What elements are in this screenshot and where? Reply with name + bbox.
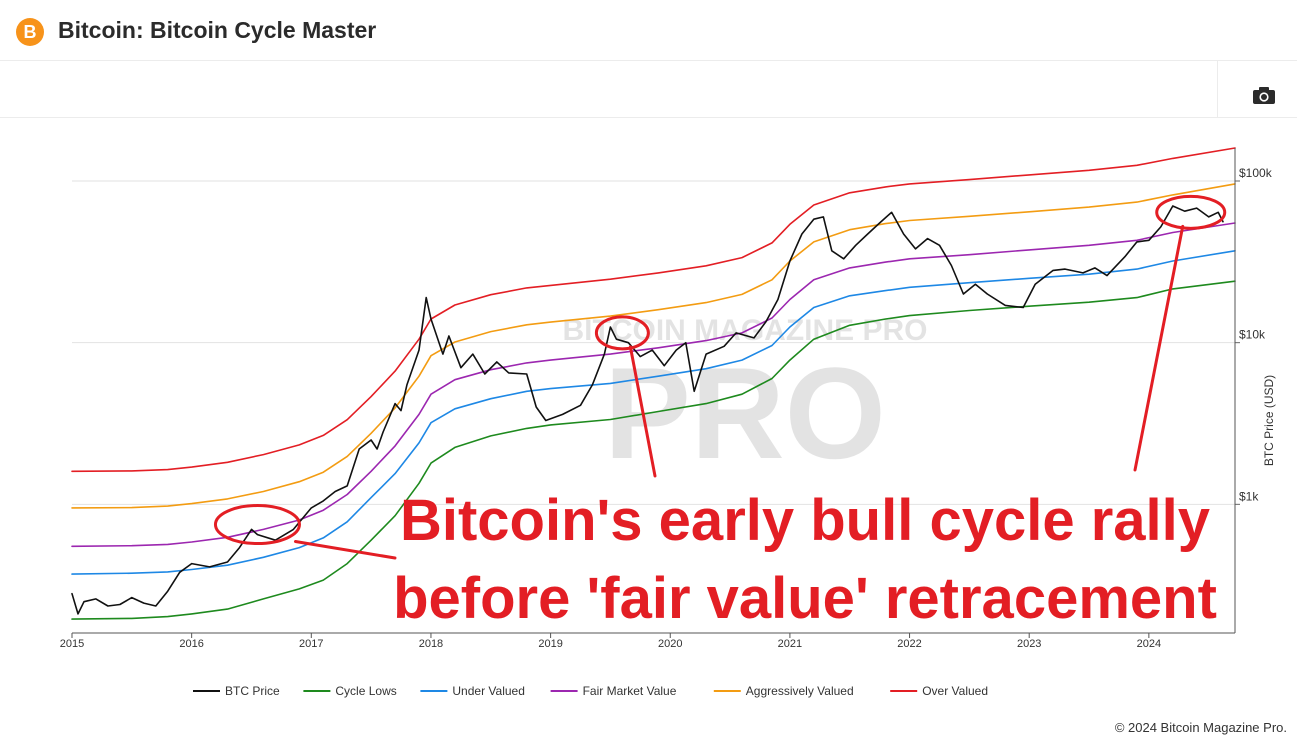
axes: $1k $10k $100k 2015 2016 2017 2018 2019 2020 2021… xyxy=(60,148,1276,650)
copyright-text: © 2024 Bitcoin Magazine Pro. xyxy=(1114,720,1287,735)
series-line-fair-market-value xyxy=(71,222,1236,548)
legend-label: Cycle Lows xyxy=(335,684,396,698)
grid-lines xyxy=(72,180,1235,505)
chart-legend: BTC Price Cycle Lows Under Valued Fair Mark… xyxy=(193,684,988,698)
x-tick-label: 2015 xyxy=(60,638,84,650)
highlight-ellipse xyxy=(1155,194,1227,230)
legend-label: Over Valued xyxy=(922,684,988,698)
annotation-pointer xyxy=(628,345,657,478)
series-line-over-valued xyxy=(71,147,1236,473)
series-line-btc-price xyxy=(71,205,1224,615)
series-line-aggressively-valued xyxy=(71,183,1236,509)
legend-label: BTC Price xyxy=(225,684,280,698)
x-tick-label: 2023 xyxy=(1017,638,1041,650)
x-tick-label: 2021 xyxy=(778,638,802,650)
x-tick-label: 2016 xyxy=(179,638,203,650)
highlight-ellipse xyxy=(213,504,301,546)
x-tick-label: 2024 xyxy=(1137,638,1161,650)
camera-icon[interactable] xyxy=(1250,84,1278,106)
annotation-layer: Bitcoin's early bull cycle rally before '… xyxy=(213,194,1227,631)
series-line-cycle-lows xyxy=(71,280,1236,620)
page-title: Bitcoin: Bitcoin Cycle Master xyxy=(58,17,377,43)
series-line-under-valued xyxy=(71,250,1236,575)
x-tick-label: 2020 xyxy=(658,638,682,650)
x-tick-label: 2017 xyxy=(299,638,323,650)
legend-label: Under Valued xyxy=(452,684,525,698)
series-layer xyxy=(71,147,1236,620)
chart-header: B Bitcoin: Bitcoin Cycle Master xyxy=(0,0,1297,61)
annotation-text: Bitcoin's early bull cycle rally xyxy=(400,488,1210,553)
x-tick-label: 2022 xyxy=(897,638,921,650)
annotation-text: before 'fair value' retracement xyxy=(393,566,1217,631)
bitcoin-logo-icon: B xyxy=(16,18,44,46)
cycle-master-chart: BITCOIN MAGAZINE PRO PRO $1k$10k$100k201… xyxy=(60,147,1276,698)
x-tick-label: 2019 xyxy=(538,638,562,650)
y-axis-label: BTC Price (USD) xyxy=(1262,375,1276,466)
highlight-ellipse xyxy=(594,315,650,351)
y-tick-label: $100k xyxy=(1239,166,1273,180)
legend-label: Aggressively Valued xyxy=(746,684,854,698)
y-tick-label: $1k xyxy=(1239,489,1259,503)
toolbar-divider xyxy=(1217,60,1218,117)
annotation-pointer xyxy=(1133,224,1185,472)
chart-toolbar xyxy=(0,60,1297,118)
annotation-pointer xyxy=(293,540,397,560)
y-tick-label: $10k xyxy=(1239,328,1266,342)
x-tick-label: 2018 xyxy=(419,638,443,650)
legend-label: Fair Market Value xyxy=(583,684,677,698)
